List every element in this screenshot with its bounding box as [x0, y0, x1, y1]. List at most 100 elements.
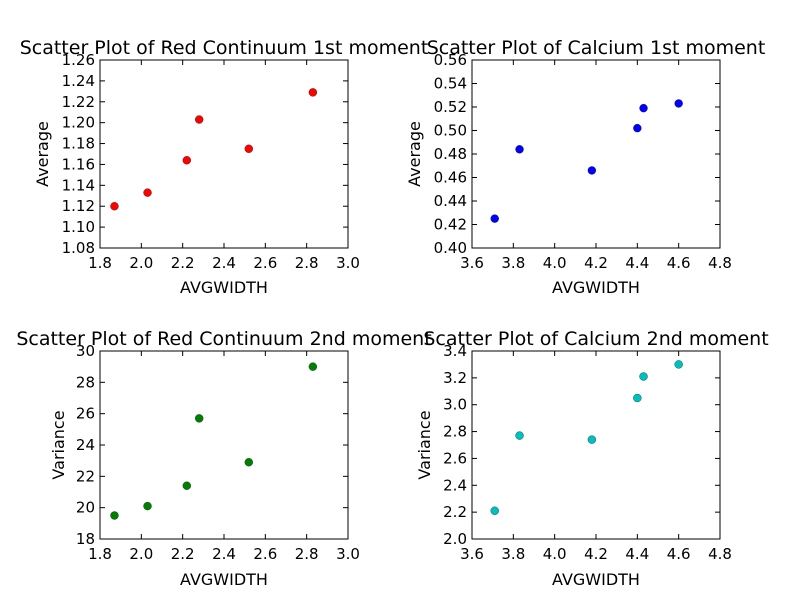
scatter-point	[515, 431, 524, 440]
scatter-point	[515, 145, 524, 154]
scatter-point	[244, 144, 253, 153]
x-axis-label: AVGWIDTH	[180, 278, 268, 297]
scatter-point	[674, 99, 683, 108]
scatter-point	[587, 435, 597, 444]
y-tick-label: 22	[76, 467, 95, 485]
y-tick-label: 2.0	[443, 530, 467, 548]
scatter-point	[587, 166, 597, 175]
y-tick-label: 0.44	[434, 192, 467, 210]
y-tick-label: 2.8	[443, 423, 467, 441]
x-tick-label: 2.8	[295, 254, 319, 272]
subplot-title: Scatter Plot of Calcium 2nd moment	[423, 328, 768, 350]
x-tick-label: 3.8	[501, 254, 525, 272]
subplot-calcium-2nd-moment: Scatter Plot of Calcium 2nd moment 3.6 3.…	[415, 328, 769, 589]
x-tick-label: 2.4	[212, 545, 236, 563]
y-axis-label: Variance	[49, 410, 68, 479]
scatter-point	[244, 458, 253, 467]
y-tick-label: 2.4	[443, 476, 467, 494]
x-tick-label: 2.4	[212, 254, 236, 272]
x-tick-label: 4.6	[667, 254, 691, 272]
x-tick-label: 2.0	[129, 254, 153, 272]
y-tick-label: 30	[76, 342, 95, 360]
scatter-point	[490, 506, 499, 515]
y-tick-label: 2.2	[443, 503, 467, 521]
y-tick-label: 1.12	[62, 197, 95, 215]
tick-marks: 1.8 2.0 2.2 2.4 2.6 2.8 3.0 1.08 1.10 1.12 1.14 1.1…	[62, 51, 360, 272]
scatter-point	[182, 156, 191, 165]
y-tick-label: 0.56	[434, 51, 467, 69]
scatter-point	[195, 115, 204, 124]
subplot-red-continuum-2nd-moment: Scatter Plot of Red Continuum 2nd moment…	[16, 328, 431, 589]
y-tick-label: 2.6	[443, 449, 467, 467]
y-tick-label: 1.16	[62, 155, 95, 173]
x-tick-label: 3.0	[336, 545, 360, 563]
tick-marks: 3.6 3.8 4.0 4.2 4.4 4.6 4.8 2.0 2.2 2.4 2.6 2.8 3.0 3…	[443, 342, 732, 563]
y-tick-label: 3.2	[443, 369, 467, 387]
x-axis-label: AVGWIDTH	[552, 278, 640, 297]
y-tick-label: 18	[76, 530, 95, 548]
y-tick-label: 0.42	[434, 216, 467, 234]
y-tick-label: 0.40	[434, 239, 467, 257]
x-tick-label: 4.4	[625, 254, 649, 272]
y-tick-label: 3.0	[443, 396, 467, 414]
subplot-title: Scatter Plot of Red Continuum 1st moment	[20, 37, 429, 59]
scatter-point	[633, 123, 642, 133]
scatter-point	[639, 104, 648, 113]
x-tick-label: 4.4	[625, 545, 649, 563]
scatter-marks	[490, 360, 683, 515]
scatter-point	[143, 501, 152, 511]
y-tick-label: 1.22	[62, 93, 95, 111]
scatter-point	[195, 414, 204, 423]
scatter-marks	[490, 99, 683, 223]
y-tick-label: 26	[76, 405, 95, 423]
scatter-point	[308, 362, 318, 371]
x-tick-label: 2.6	[253, 545, 277, 563]
scatter-marks	[110, 362, 318, 520]
x-tick-label: 2.2	[171, 545, 195, 563]
y-tick-label: 1.20	[62, 114, 95, 132]
y-axis-label: Average	[405, 121, 424, 187]
x-axis-label: AVGWIDTH	[180, 570, 268, 589]
x-tick-label: 4.0	[543, 254, 567, 272]
x-tick-label: 1.8	[88, 254, 112, 272]
y-tick-label: 0.48	[434, 145, 467, 163]
tick-marks: 1.8 2.0 2.2 2.4 2.6 2.8 3.0 18 20 22 24 26 28 30	[76, 342, 360, 563]
y-tick-label: 0.52	[434, 98, 467, 116]
y-tick-label: 1.18	[62, 135, 95, 153]
y-tick-label: 0.54	[434, 75, 467, 93]
x-tick-label: 3.8	[501, 545, 525, 563]
y-tick-label: 1.14	[62, 176, 95, 194]
subplot-calcium-1st-moment: Scatter Plot of Calcium 1st moment 3.6 3.…	[405, 37, 765, 297]
x-tick-label: 3.6	[460, 545, 484, 563]
x-tick-label: 2.0	[129, 545, 153, 563]
x-tick-label: 3.6	[460, 254, 484, 272]
x-tick-label: 4.8	[708, 545, 732, 563]
scatter-point	[674, 360, 683, 369]
scatter-marks	[110, 88, 318, 211]
scatter-point	[639, 372, 648, 381]
y-tick-label: 20	[76, 499, 95, 517]
y-tick-label: 3.4	[443, 342, 467, 360]
y-tick-label: 1.10	[62, 218, 95, 236]
scatter-point	[143, 188, 152, 197]
subplot-red-continuum-1st-moment: Scatter Plot of Red Continuum 1st moment…	[20, 37, 429, 297]
scatter-point	[308, 88, 318, 97]
x-tick-label: 4.8	[708, 254, 732, 272]
y-tick-label: 24	[76, 436, 95, 454]
y-tick-label: 0.50	[434, 122, 467, 140]
scatter-point	[633, 393, 642, 403]
scatter-point	[110, 511, 119, 520]
x-tick-label: 3.0	[336, 254, 360, 272]
x-tick-label: 4.6	[667, 545, 691, 563]
y-tick-label: 28	[76, 373, 95, 391]
scatter-point	[490, 214, 499, 223]
x-tick-label: 2.6	[253, 254, 277, 272]
x-tick-label: 4.2	[584, 545, 608, 563]
tick-marks: 3.6 3.8 4.0 4.2 4.4 4.6 4.8 0.40 0.42 0.44 0.46 0.4…	[434, 51, 732, 272]
y-tick-label: 1.08	[62, 239, 95, 257]
y-tick-label: 1.26	[62, 51, 95, 69]
x-axis-label: AVGWIDTH	[552, 570, 640, 589]
y-tick-label: 0.46	[434, 169, 467, 187]
